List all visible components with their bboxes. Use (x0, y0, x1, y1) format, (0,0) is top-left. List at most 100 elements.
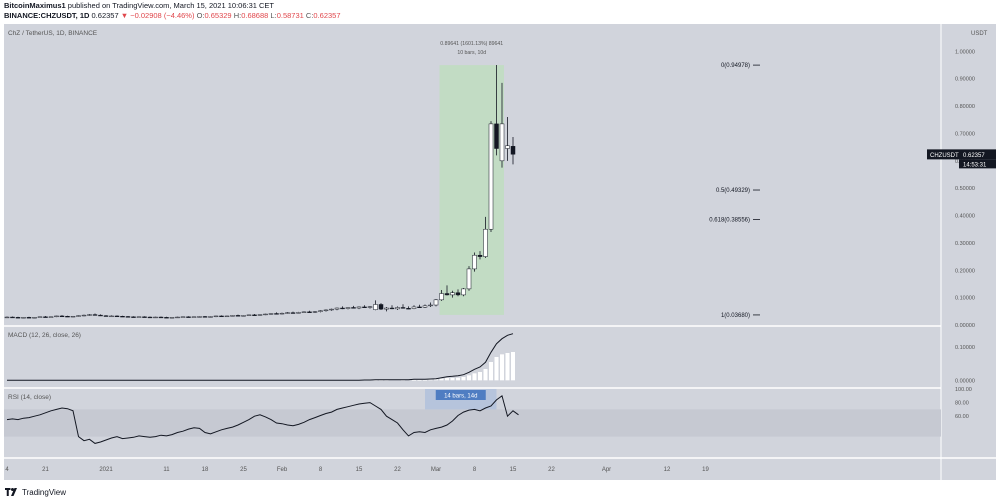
candle (241, 315, 246, 317)
price-axis-tick: 0.20000 (955, 268, 975, 274)
time-axis-tick: 11 (163, 467, 170, 473)
fib-level-label: 1(0.03680) (721, 313, 750, 319)
candle (37, 316, 43, 318)
candle (417, 306, 422, 308)
time-axis-tick: 4 (5, 467, 9, 473)
price-axis-tick: 1.00000 (955, 49, 975, 55)
candle (109, 315, 114, 318)
last-price: 0.62357 (91, 11, 119, 20)
chart-area[interactable]: ChZ / TetherUS, 1D, BINANCE USDT 1.00000 0.… (4, 24, 996, 480)
candle (114, 315, 120, 318)
price-axis-tick: 0.80000 (955, 104, 975, 110)
candle (158, 316, 164, 319)
candle (202, 316, 208, 318)
candle (230, 315, 235, 317)
author-name[interactable]: BitcoinMaximus1 (4, 1, 66, 10)
publish-info: BitcoinMaximus1 published on TradingView… (4, 1, 996, 11)
candle (235, 315, 241, 317)
price-axis-tick: 0.30000 (955, 241, 975, 247)
macd-histogram-bar (500, 354, 504, 381)
candle (494, 123, 499, 149)
candle (499, 123, 505, 162)
macd-histogram-bar (483, 369, 488, 381)
candle (455, 292, 461, 296)
time-axis-tick: 21 (42, 467, 49, 473)
candle (444, 293, 450, 296)
candle (439, 293, 444, 301)
macd-line (7, 333, 514, 381)
macd-histogram-bar (505, 353, 510, 381)
candle (76, 315, 81, 317)
candle (510, 146, 516, 155)
macd-histogram-bar (472, 373, 477, 381)
candle (461, 288, 466, 296)
candle (180, 316, 186, 318)
macd-histogram-bar (511, 352, 515, 381)
candle (224, 315, 230, 318)
macd-histogram-bar (456, 377, 460, 381)
candle (428, 304, 433, 307)
candle (191, 316, 197, 318)
macd-histogram-bar (489, 362, 493, 381)
macd-histogram-bar (373, 380, 378, 381)
candle (268, 313, 274, 315)
candle (345, 307, 351, 309)
candle (10, 316, 15, 319)
candle (213, 315, 219, 318)
time-axis-tick: 22 (394, 467, 401, 473)
candle (367, 306, 373, 308)
price-axis-tick: 0.00000 (955, 323, 975, 329)
macd-histogram-bar (494, 357, 499, 381)
candle (252, 314, 257, 316)
fib-level-label: 0.618(0.38556) (709, 217, 750, 223)
candle (175, 316, 180, 319)
candle (329, 308, 334, 311)
measure-range-bars: 10 bars, 10d (457, 50, 486, 56)
candle (87, 314, 92, 316)
price-axis-tick: 0.90000 (955, 77, 975, 83)
last-price-tag (927, 149, 996, 160)
rsi-highlight-label-bg (435, 390, 486, 400)
macd-histogram-bar (450, 378, 455, 381)
countdown-tag (959, 159, 996, 169)
candle (98, 314, 103, 317)
candle (21, 317, 26, 319)
candle (290, 312, 296, 314)
ohlc-close: 0.62357 (313, 11, 341, 20)
last-price-value: 0.62357 (963, 153, 985, 159)
candle (257, 314, 263, 316)
candle (263, 313, 268, 316)
price-axis-currency: USDT (971, 31, 988, 37)
measure-range-label: 0.89641 (1601.13%) 89641 (440, 41, 503, 47)
time-axis-tick: 15 (356, 467, 363, 473)
tradingview-logo-icon[interactable] (4, 487, 18, 497)
ohlc-h-label: H: (233, 11, 242, 20)
fib-level-label: 0.5(0.49329) (716, 188, 750, 194)
candle (488, 123, 494, 230)
countdown-timer: 14:53:31 (963, 162, 987, 168)
macd-histogram-bar (423, 380, 427, 381)
time-axis-tick: 18 (202, 467, 209, 473)
candle (59, 315, 65, 318)
candle (395, 307, 400, 310)
ohlc-l-label: L: (270, 11, 277, 20)
candle (164, 317, 169, 319)
candle (505, 145, 510, 149)
candle (318, 310, 323, 312)
time-axis-tick: 8 (319, 467, 323, 473)
macd-histogram-bar (384, 380, 389, 381)
rsi-line (6, 394, 519, 444)
candle (81, 314, 87, 317)
footer-brand[interactable]: TradingView (22, 487, 67, 497)
candle (477, 254, 483, 257)
candle (389, 307, 395, 310)
candle (351, 307, 356, 309)
chart-svg[interactable]: ChZ / TetherUS, 1D, BINANCE USDT 1.00000 0.… (4, 24, 996, 480)
candle (4, 316, 10, 319)
price-axis-tick: 0.70000 (955, 131, 975, 137)
candle (362, 306, 367, 308)
candle (466, 268, 472, 290)
candle (120, 315, 125, 318)
candle (208, 316, 213, 318)
price-axis-tick: 0.50000 (955, 186, 975, 192)
